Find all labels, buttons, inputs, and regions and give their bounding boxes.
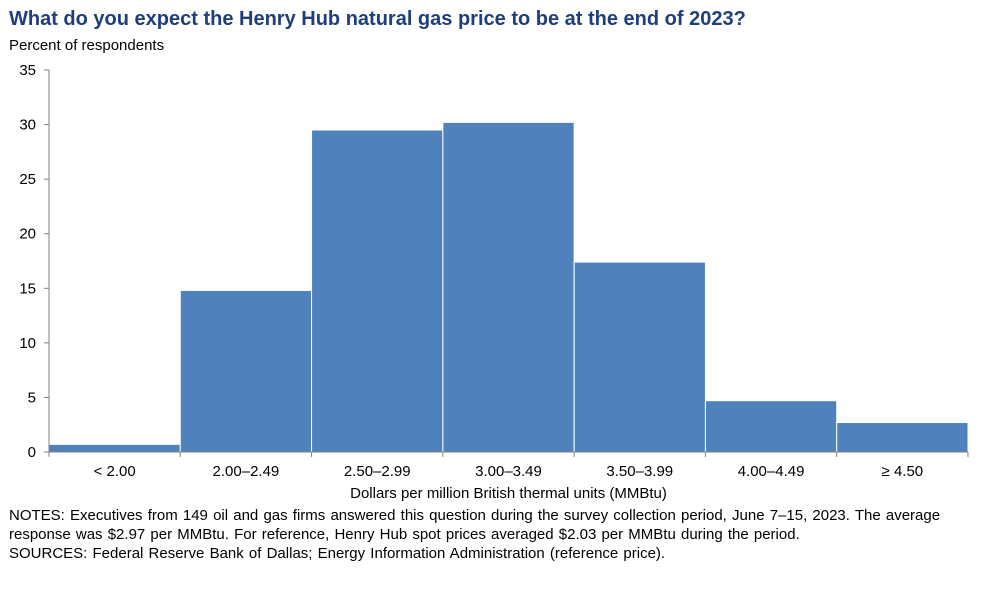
- y-tick-label-5: 5: [28, 389, 36, 406]
- y-tick-label-10: 10: [19, 335, 36, 352]
- bar-6: [836, 422, 969, 453]
- y-axis-label: Percent of respondents: [9, 37, 165, 54]
- y-tick-label-0: 0: [28, 444, 36, 461]
- bar-4: [573, 261, 706, 453]
- bar-1: [179, 289, 313, 453]
- y-tick-label-20: 20: [19, 226, 36, 243]
- x-tick-label-0: < 2.00: [94, 463, 136, 480]
- chart-title: What do you expect the Henry Hub natural…: [9, 8, 746, 30]
- bar-5: [704, 400, 838, 453]
- bar-3: [442, 121, 575, 453]
- x-tick-label-2: 2.50–2.99: [344, 463, 411, 480]
- y-tick-label-15: 15: [19, 280, 36, 297]
- x-tick-label-3: 3.00–3.49: [475, 463, 542, 480]
- bar-2: [311, 129, 444, 453]
- y-tick-label-30: 30: [19, 117, 36, 134]
- y-tick-label-35: 35: [19, 62, 36, 79]
- notes-text: NOTES: Executives from 149 oil and gas f…: [9, 507, 941, 543]
- x-tick-label-6: ≥ 4.50: [882, 463, 924, 480]
- x-axis-label: Dollars per million British thermal unit…: [350, 485, 667, 502]
- sources-text: SOURCES: Federal Reserve Bank of Dallas;…: [9, 545, 666, 562]
- x-tick-label-4: 3.50–3.99: [606, 463, 673, 480]
- bar-0: [48, 443, 181, 453]
- x-tick-label-1: 2.00–2.49: [213, 463, 280, 480]
- x-tick-label-5: 4.00–4.49: [738, 463, 805, 480]
- y-tick-label-25: 25: [19, 171, 36, 188]
- footnotes: NOTES: Executives from 149 oil and gas f…: [9, 506, 979, 563]
